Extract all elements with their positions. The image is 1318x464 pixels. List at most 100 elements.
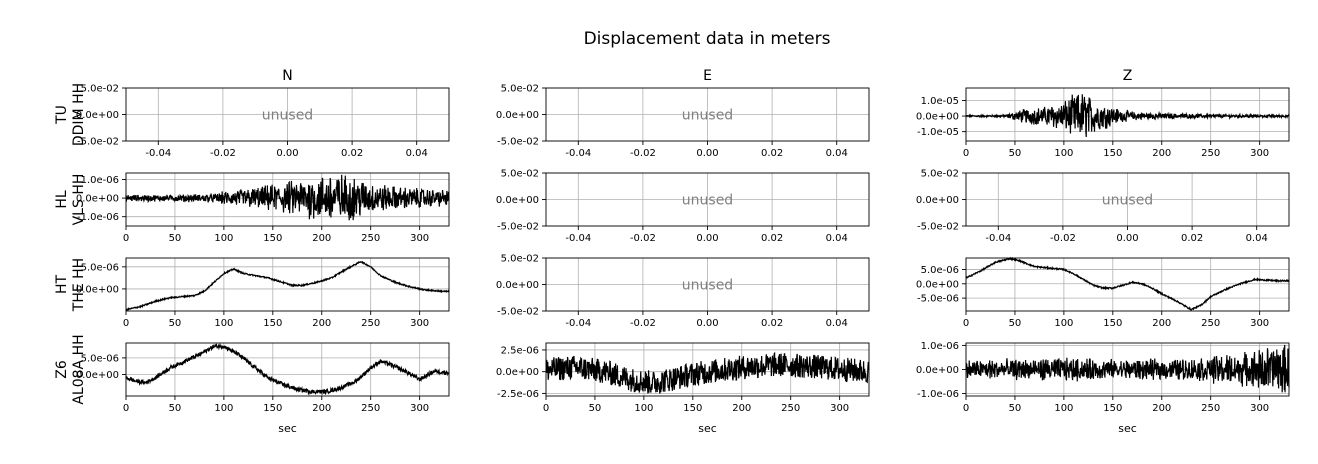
y-tick-label: -5.0e-06 xyxy=(917,294,959,305)
x-tick-label: 0 xyxy=(963,403,969,414)
y-tick-label: 5.0e-02 xyxy=(921,169,959,180)
row-label-ht: HT THE HH xyxy=(54,258,87,312)
axes-frame xyxy=(965,87,1290,142)
x-tick-label: 150 xyxy=(263,233,282,244)
x-tick-label: 300 xyxy=(410,403,429,414)
y-tick-label: -5.0e-02 xyxy=(497,137,539,148)
x-tick-label: 250 xyxy=(781,403,800,414)
x-tick-label: -0.02 xyxy=(630,148,656,159)
x-tick-label: 200 xyxy=(312,233,331,244)
x-tick-label: -0.02 xyxy=(630,318,656,329)
x-tick-label: 0.04 xyxy=(1246,233,1268,244)
row-label-network: TU xyxy=(54,105,70,125)
x-tick-label: -0.04 xyxy=(565,233,591,244)
axes-frame xyxy=(125,257,450,312)
y-tick-label: 0.0e+00 xyxy=(916,112,959,123)
x-tick-label: 0 xyxy=(963,318,969,329)
x-tick-label: 150 xyxy=(1103,148,1122,159)
waveform-trace xyxy=(965,94,1290,138)
x-tick-label: 200 xyxy=(312,403,331,414)
x-tick-label: 150 xyxy=(263,318,282,329)
y-tick-label: -5.0e-02 xyxy=(77,137,119,148)
x-tick-label: 0.04 xyxy=(406,148,428,159)
x-tick-label: 0 xyxy=(963,148,969,159)
waveform-trace xyxy=(125,260,450,312)
unused-label: unused xyxy=(682,278,733,294)
x-tick-label: 50 xyxy=(169,403,182,414)
y-tick-label: -1.0e-05 xyxy=(917,127,959,138)
unused-label: unused xyxy=(1102,193,1153,209)
axes-frame xyxy=(125,342,450,397)
unused-label: unused xyxy=(682,193,733,209)
x-tick-label: 0.00 xyxy=(696,233,718,244)
y-tick-label: 0.0e+00 xyxy=(76,194,119,205)
y-tick-label: -2.5e-06 xyxy=(497,389,539,400)
x-tick-label: 50 xyxy=(169,233,182,244)
x-tick-label: 100 xyxy=(1054,318,1073,329)
y-tick-label: 1.0e-05 xyxy=(921,96,959,107)
row-label-network: Z6 xyxy=(54,360,70,379)
y-tick-label: 0.0e+00 xyxy=(496,110,539,121)
y-tick-label: 5.0e-02 xyxy=(81,84,119,95)
row-label-channel: THE HH xyxy=(71,258,87,312)
x-tick-label: 150 xyxy=(1103,403,1122,414)
axes-frame xyxy=(965,257,1290,312)
x-tick-label: 100 xyxy=(1054,148,1073,159)
column-title-e: E xyxy=(703,68,712,84)
x-tick-label: 100 xyxy=(634,403,653,414)
panel-r0-c0: unused -0.04 -0.02 0.00 0.02 0.04 5.0e-02 0.0e+… xyxy=(76,84,450,159)
row-label-z6: Z6 AL08A HH xyxy=(54,334,87,404)
y-tick-label: 5.0e-02 xyxy=(501,254,539,265)
row-label-channel: DDIM HH xyxy=(71,83,87,146)
x-tick-label: 100 xyxy=(214,318,233,329)
x-tick-label: 150 xyxy=(1103,318,1122,329)
panel-r2-c1: unused -0.04 -0.02 0.00 0.02 0.04 5.0e-02 0.0e+… xyxy=(496,254,870,329)
x-tick-label: 0.00 xyxy=(696,318,718,329)
x-axis-label: sec xyxy=(698,422,717,435)
y-tick-label: 2.5e-06 xyxy=(501,345,539,356)
x-tick-label: -0.02 xyxy=(630,233,656,244)
panel-r3-c1: 0 50 100 150 200 250 300 2.5e-06 0.0e+00 -2.5e-06… xyxy=(496,342,870,435)
waveform-trace xyxy=(125,342,450,396)
y-tick-label: -1.0e-06 xyxy=(917,389,959,400)
x-tick-label: 250 xyxy=(1201,148,1220,159)
x-tick-label: 100 xyxy=(1054,403,1073,414)
x-tick-label: -0.04 xyxy=(145,148,171,159)
x-tick-label: 100 xyxy=(214,403,233,414)
unused-label: unused xyxy=(262,108,313,124)
panel-r3-c0: 0 50 100 150 200 250 300 5.0e-06 0.0e+00 sec xyxy=(76,342,450,435)
x-tick-label: 300 xyxy=(1250,403,1269,414)
x-tick-label: 200 xyxy=(732,403,751,414)
y-tick-label: 0.0e+00 xyxy=(76,370,119,381)
x-tick-label: 0 xyxy=(123,233,129,244)
waveform-trace xyxy=(125,174,450,221)
x-tick-label: 50 xyxy=(169,318,182,329)
x-tick-label: 0.00 xyxy=(1116,233,1138,244)
x-tick-label: 200 xyxy=(1152,403,1171,414)
panel-r2-c2: 0 50 100 150 200 250 300 5.0e-06 0.0e+00 -5.0e-06 xyxy=(916,256,1290,329)
unused-label: unused xyxy=(682,108,733,124)
x-tick-label: 250 xyxy=(1201,403,1220,414)
waveform-trace xyxy=(965,256,1290,312)
x-tick-label: 300 xyxy=(410,233,429,244)
x-tick-label: 300 xyxy=(830,403,849,414)
y-tick-label: 1.0e-06 xyxy=(81,175,119,186)
x-tick-label: 0.02 xyxy=(341,148,363,159)
x-tick-label: 300 xyxy=(1250,148,1269,159)
x-tick-label: 0.04 xyxy=(826,233,848,244)
x-tick-label: 0 xyxy=(543,403,549,414)
x-tick-label: 300 xyxy=(410,318,429,329)
x-tick-label: 0 xyxy=(123,403,129,414)
y-tick-label: 1.0e-06 xyxy=(921,341,959,352)
column-title-z: Z xyxy=(1123,68,1133,84)
y-tick-label: 5.0e-02 xyxy=(501,84,539,95)
row-label-hl: HL VLS HH xyxy=(54,174,87,226)
row-label-channel: AL08A HH xyxy=(71,334,87,404)
axes-frame xyxy=(125,172,450,227)
x-tick-label: 250 xyxy=(361,403,380,414)
x-tick-label: -0.04 xyxy=(985,233,1011,244)
axes-frame xyxy=(545,342,870,397)
x-tick-label: 150 xyxy=(683,403,702,414)
y-tick-label: 0.0e+00 xyxy=(496,280,539,291)
x-tick-label: 100 xyxy=(214,233,233,244)
